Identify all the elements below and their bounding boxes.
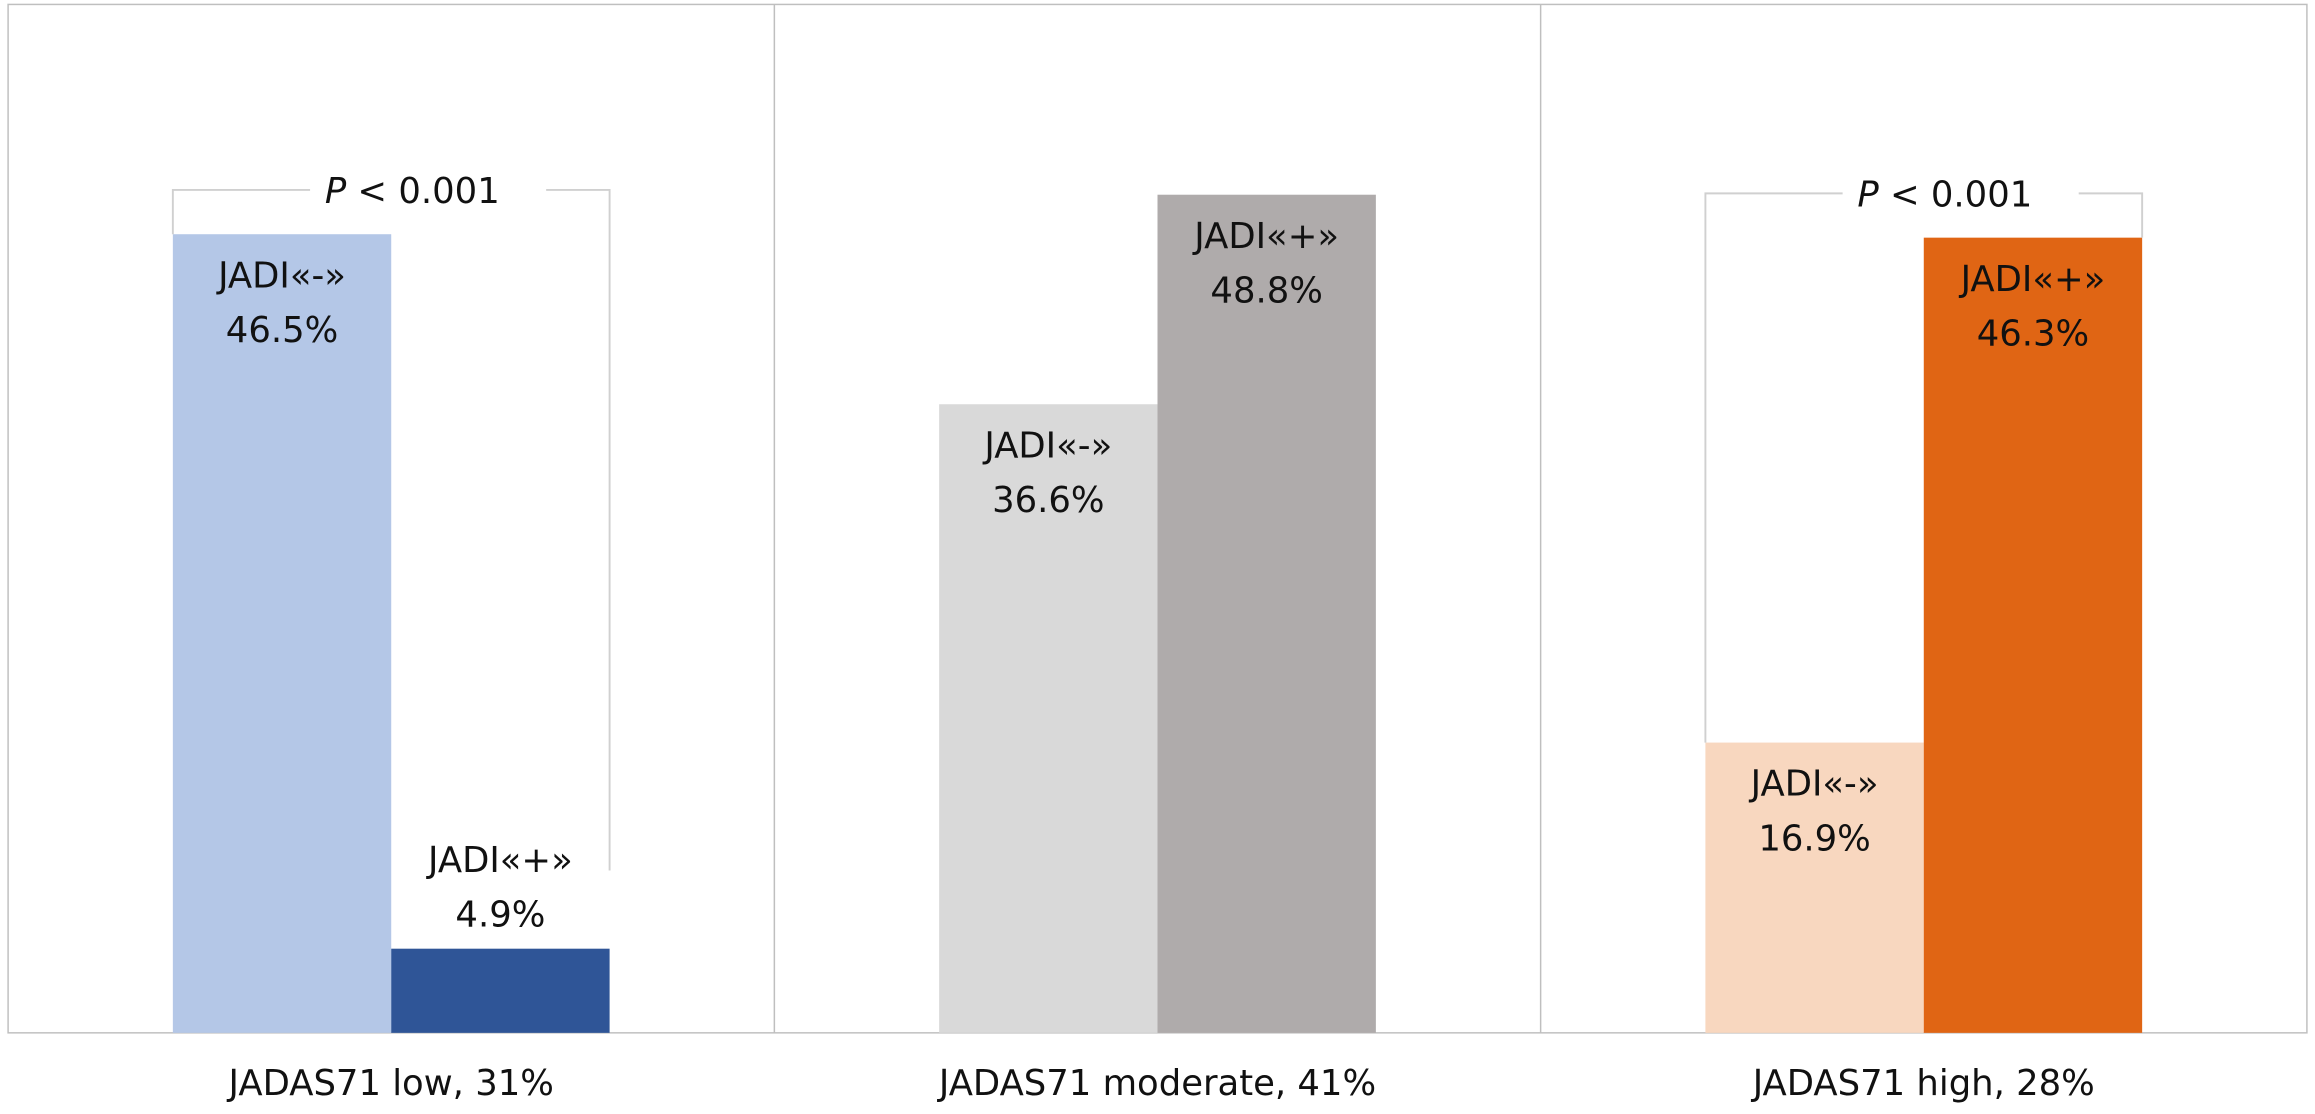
- bar-jadi-positive: [1923, 237, 2143, 1033]
- data-label-name: JADI«+»: [1192, 216, 1339, 257]
- data-label-name: JADI«-»: [216, 255, 346, 296]
- bracket-left: [1704, 192, 1843, 743]
- p-symbol: P: [1857, 175, 1879, 216]
- p-value: < 0.001: [346, 171, 500, 212]
- data-label-value: 46.5%: [226, 310, 338, 351]
- data-label-name: JADI«-»: [982, 425, 1112, 466]
- category-label: JADAS71 low, 31%: [227, 1063, 554, 1104]
- bracket-right: [546, 188, 611, 871]
- bar-jadi-positive: [391, 948, 610, 1033]
- data-labels: JADI«-» 46.5% JADI«+» 4.9% JADI«-» 36.6% JADI«…: [216, 216, 2105, 936]
- data-label-value: 16.9%: [1758, 818, 1870, 859]
- data-label-value: 46.3%: [1977, 313, 2089, 354]
- bar-jadi-positive: [1157, 194, 1376, 1033]
- bar-jadi-negative: [172, 234, 392, 1033]
- data-label-name: JADI«+»: [426, 840, 573, 881]
- data-label-value: 4.9%: [455, 895, 545, 936]
- bracket-right: [2078, 192, 2144, 238]
- bar-jadi-negative: [939, 404, 1158, 1033]
- p-value-label: P < 0.001: [1857, 175, 2032, 216]
- bars: [172, 194, 2143, 1033]
- data-label-name: JADI«+»: [1959, 259, 2106, 300]
- category-labels: JADAS71 low, 31% JADAS71 moderate, 41% JAD…: [227, 1063, 2095, 1104]
- bracket-left: [171, 188, 311, 235]
- p-symbol: P: [325, 171, 347, 212]
- p-value: < 0.001: [1879, 175, 2033, 216]
- category-label: JADAS71 moderate, 41%: [937, 1063, 1376, 1104]
- data-label-value: 48.8%: [1210, 270, 1322, 311]
- data-label-value: 36.6%: [992, 480, 1104, 521]
- significance-brackets: P < 0.001 P < 0.001: [171, 171, 2144, 871]
- p-value-label: P < 0.001: [325, 171, 500, 212]
- data-label-name: JADI«-»: [1749, 764, 1879, 805]
- bar-jadi-negative: [1705, 742, 1924, 1033]
- category-label: JADAS71 high, 28%: [1751, 1063, 2095, 1104]
